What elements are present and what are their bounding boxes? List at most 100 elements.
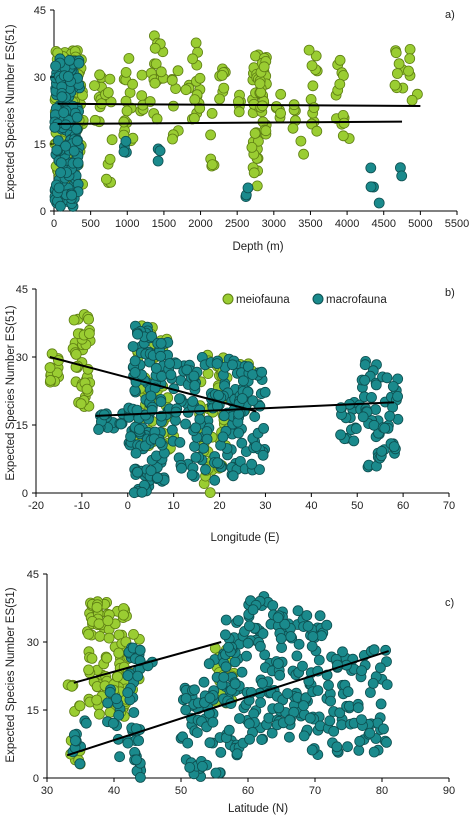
macrofauna-point [198,676,210,688]
meiofauna-point [118,609,129,621]
meiofauna-point [308,102,320,113]
macrofauna-point [128,707,140,718]
meiofauna-point [248,167,260,179]
meiofauna-point [150,58,162,70]
macrofauna-point [312,685,324,696]
x-tick-label: 60 [397,500,409,512]
macrofauna-point [368,644,380,656]
meiofauna-point [206,108,218,119]
macrofauna-point [381,737,392,748]
panel-label: a) [445,9,455,21]
macrofauna-point [215,747,227,758]
meiofauna-point [102,615,114,627]
macrofauna-point [145,465,157,477]
meiofauna-point [275,88,287,100]
meiofauna-point [338,117,350,129]
meiofauna-point [104,153,116,165]
macrofauna-point [118,146,130,158]
macrofauna-point [256,734,268,745]
macrofauna-point [189,684,200,696]
macrofauna-point [80,717,92,729]
macrofauna-point [180,418,192,430]
meiofauna-point [188,112,200,124]
meiofauna-point [260,125,272,137]
panel-c: Expected Species Number ES(51) Latitude … [5,569,455,815]
macrofauna-point [284,714,296,726]
macrofauna-point [257,449,269,461]
macrofauna-point [180,693,192,704]
x-tick-label: 50 [175,785,187,797]
meiofauna-point [254,78,266,89]
x-tick-label: 2000 [188,218,212,230]
macrofauna-point [174,436,186,448]
meiofauna-point [113,647,125,659]
macrofauna-point [365,181,377,193]
macrofauna-point [122,737,134,749]
macrofauna-point [194,404,206,416]
meiofauna-point [136,69,148,81]
meiofauna-point [101,173,112,185]
meiofauna-point [404,44,416,55]
macrofauna-point [166,424,178,436]
y-axis-label: Expected Species Number ES(51) [5,587,17,762]
macrofauna-point [136,486,148,498]
macrofauna-point [285,631,297,642]
macrofauna-point [241,650,252,662]
meiofauna-point [74,700,86,712]
macrofauna-point [55,200,66,212]
x-tick-label: 0 [51,218,57,230]
meiofauna-point [275,107,287,119]
macrofauna-point [233,427,245,439]
meiofauna-point [83,313,94,325]
macrofauna-point [367,678,379,689]
macrofauna-point [342,686,354,698]
legend-swatch-macrofauna [312,293,324,305]
meiofauna-point [118,116,130,128]
macrofauna-point [376,445,388,457]
macrofauna-point [370,379,382,391]
meiofauna-point [206,159,218,171]
macrofauna-point [352,702,364,714]
macrofauna-point [324,715,336,727]
macrofauna-point [203,658,215,670]
panel-label: c) [445,597,454,609]
macrofauna-point [210,767,222,779]
macrofauna-point [306,640,318,652]
macrofauna-point [104,686,116,698]
macrofauna-point [356,714,367,725]
macrofauna-point [134,644,146,656]
macrofauna-point [131,404,143,416]
y-axis-label: Expected Species Number ES(51) [5,305,17,480]
macrofauna-point [152,472,163,484]
macrofauna-point [298,700,309,711]
macrofauna-point [196,761,208,772]
macrofauna-point [232,615,244,626]
macrofauna-point [337,646,348,658]
macrofauna-point [66,189,78,201]
macrofauna-point [165,369,177,381]
macrofauna-point [257,628,269,639]
meiofauna-point [391,68,403,79]
macrofauna-point [62,71,74,82]
macrofauna-point [381,372,393,384]
macrofauna-point [64,55,75,66]
meiofauna-point [136,90,148,101]
meiofauna-point [205,129,217,141]
macrofauna-point [334,707,346,719]
x-tick-label: 4500 [371,218,395,230]
x-tick-label: 3000 [262,218,286,230]
x-tick-label: 4000 [335,218,359,230]
x-tick-label: 70 [309,785,321,797]
macrofauna-point [237,375,249,387]
legend: meiofauna macrofauna [222,293,387,306]
x-tick-label: 30 [259,500,271,512]
macrofauna-point [374,662,386,674]
macrofauna-point [331,741,343,753]
macrofauna-point [242,637,254,649]
macrofauna-point [113,709,125,721]
meiofauna-point [307,80,319,92]
macrofauna-point [301,610,313,621]
meiofauna-point [93,618,105,630]
meiofauna-point [121,105,133,117]
